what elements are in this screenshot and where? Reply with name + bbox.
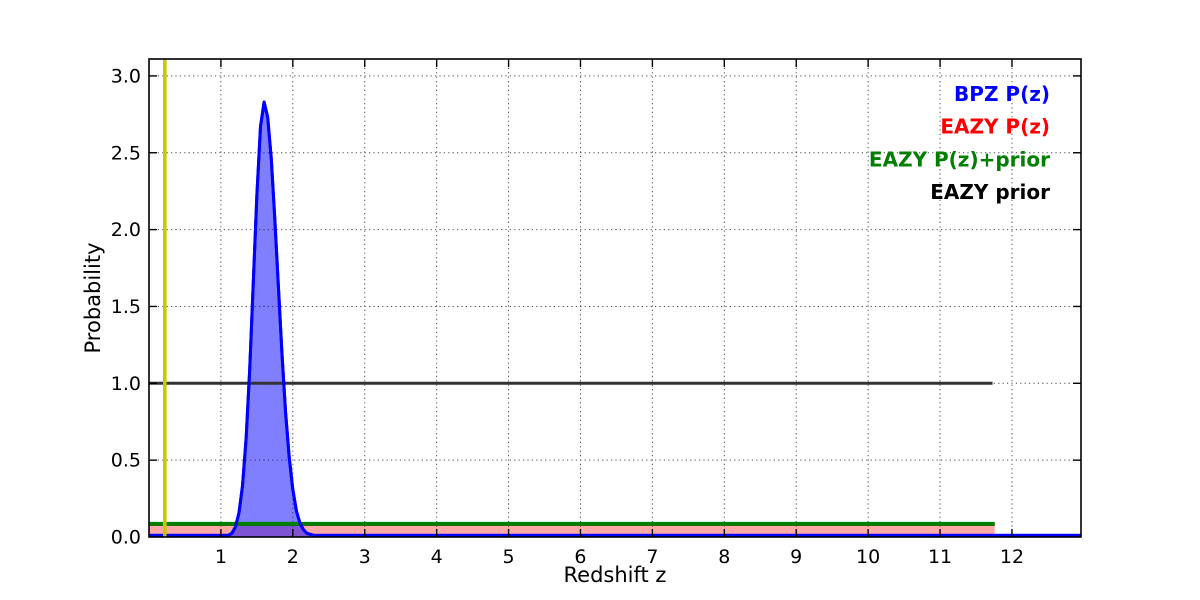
y-tick-label: 2.0 [111,219,141,241]
x-tick-label: 10 [856,546,880,568]
y-tick-label: 0.5 [111,450,141,472]
legend-label: EAZY prior [930,180,1050,204]
y-tick-label: 1.5 [111,296,141,318]
legend-label: EAZY P(z) [940,115,1050,139]
plot-border [148,58,1082,538]
x-tick-label: 8 [718,546,730,568]
x-tick-label: 7 [646,546,658,568]
series-layer [149,59,1081,537]
legend-label: BPZ P(z) [954,82,1050,106]
x-tick-label: 1 [215,546,227,568]
legend: BPZ P(z) EAZY P(z) EAZY P(z)+prior EAZY pri… [869,82,1050,204]
x-tick-label: 5 [503,546,515,568]
y-tick-label: 1.0 [111,373,141,395]
x-tick-label: 9 [790,546,802,568]
x-tick-label: 11 [928,546,952,568]
y-axis-label: Probability [81,242,105,353]
y-tick-label: 0.0 [111,527,141,549]
x-tick-label: 2 [287,546,299,568]
bpz-pz-line-top [149,100,1081,537]
y-tick-label: 3.0 [111,65,141,87]
legend-label: EAZY P(z)+prior [869,147,1050,171]
tick-layer [149,59,1081,537]
x-tick-label: 6 [574,546,586,568]
y-tick-label: 2.5 [111,142,141,164]
x-tick-label: 12 [1000,546,1024,568]
grid-layer [149,59,1081,537]
x-tick-label: 3 [359,546,371,568]
tick-label-layer: 1 2 3 4 5 6 7 8 9 10 11 120.00.51.01.52.02.53.0 [111,65,1024,568]
x-tick-label: 4 [431,546,443,568]
x-axis-label: Redshift z [564,563,667,587]
